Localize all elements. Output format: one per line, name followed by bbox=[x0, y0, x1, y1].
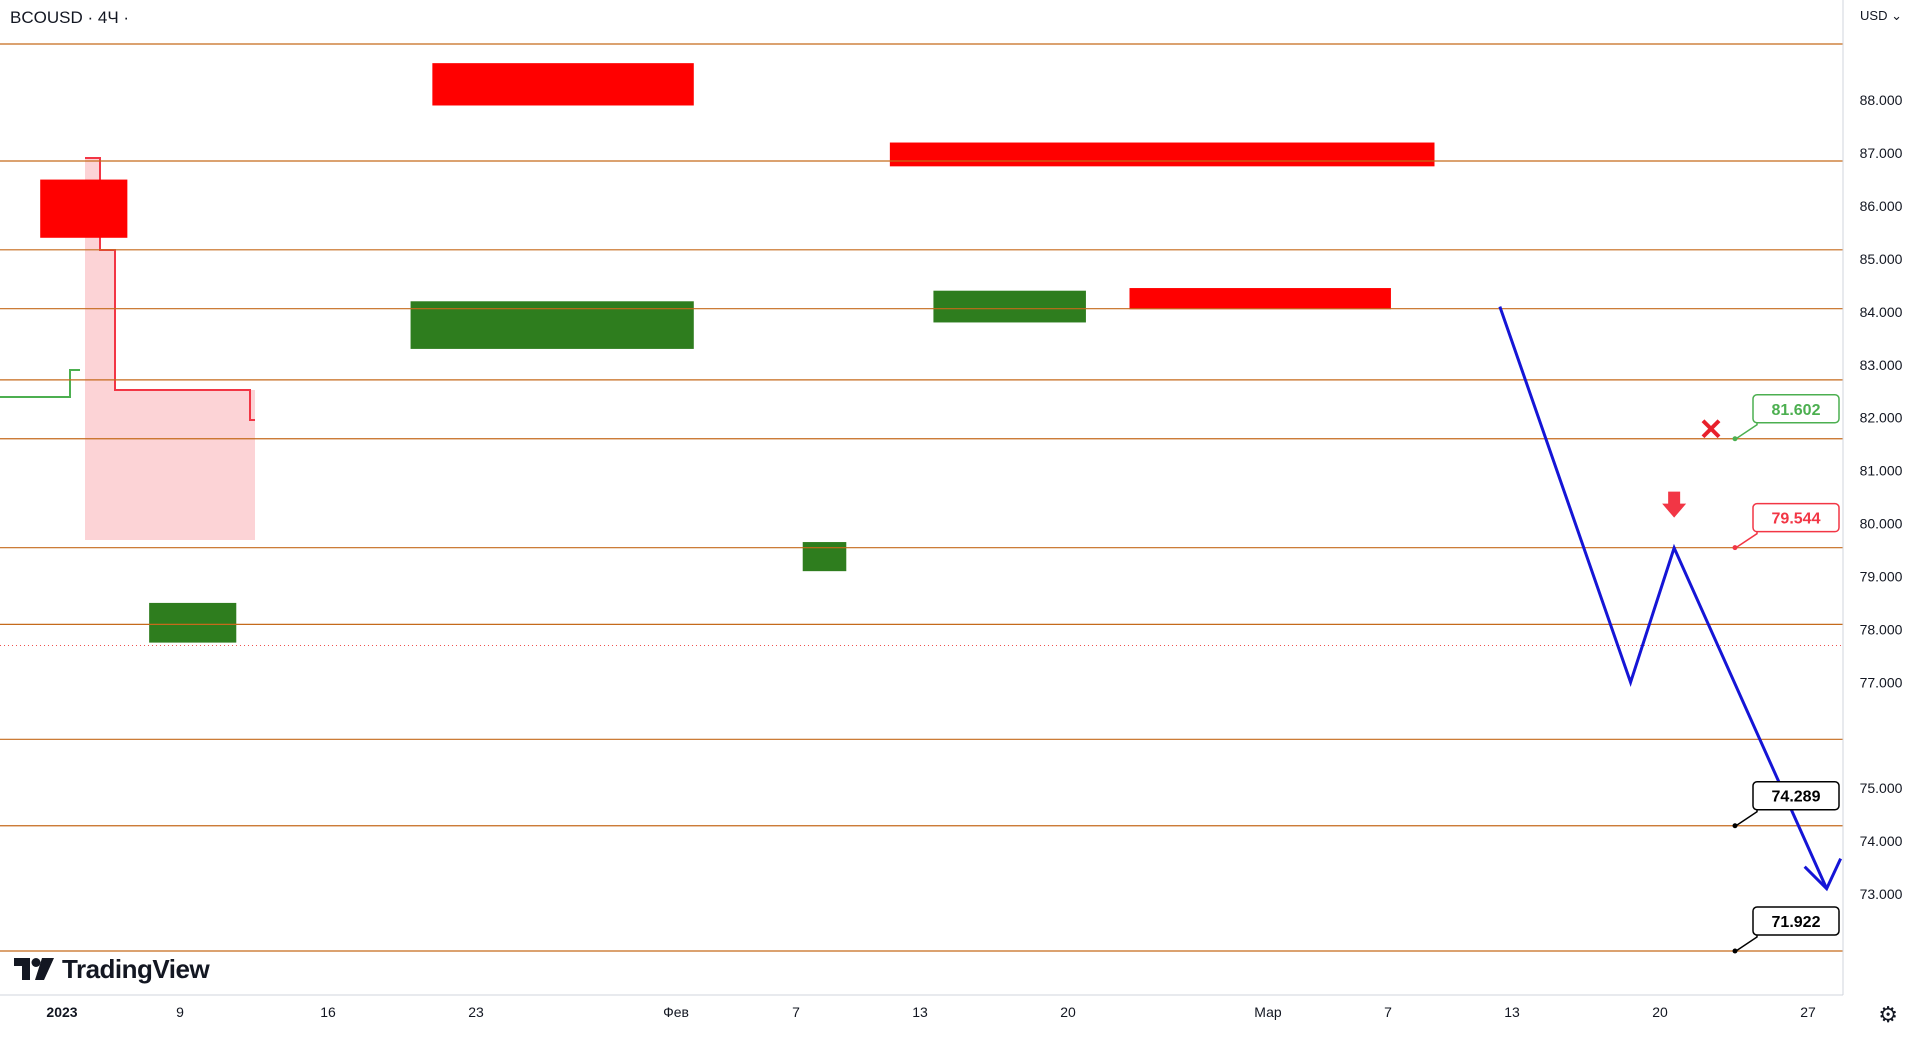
header-separator: · bbox=[87, 8, 98, 27]
supply-zone bbox=[1129, 288, 1391, 310]
demand-zone bbox=[933, 290, 1086, 323]
callout-anchor bbox=[1732, 823, 1738, 829]
interval-label[interactable]: 4Ч bbox=[97, 8, 119, 27]
time-axis-bg bbox=[0, 995, 1920, 1036]
callout-pointer bbox=[1735, 531, 1758, 549]
chart-header: BCOUSD · 4Ч · bbox=[10, 8, 129, 28]
callout-text: 79.544 bbox=[1772, 511, 1821, 528]
chevron-down-icon: ⌄ bbox=[1891, 8, 1902, 23]
time-tick-label: 13 bbox=[912, 1004, 928, 1020]
time-tick-label: 23 bbox=[468, 1004, 484, 1020]
callout-text: 71.922 bbox=[1772, 914, 1821, 931]
forecast-line[interactable] bbox=[1498, 306, 1829, 890]
price-tick-label: 79.000 bbox=[1860, 568, 1903, 584]
time-tick-label: 2023 bbox=[46, 1004, 77, 1020]
price-tick-label: 88.000 bbox=[1860, 92, 1903, 108]
callout-box bbox=[1752, 502, 1840, 533]
callout-pointer bbox=[1735, 809, 1758, 827]
supply-zone bbox=[40, 179, 128, 238]
price-tick-label: 85.000 bbox=[1860, 251, 1903, 267]
time-tick-label: 27 bbox=[1800, 1004, 1816, 1020]
symbol-label[interactable]: BCOUSD bbox=[10, 8, 83, 27]
callout-anchor bbox=[1732, 436, 1738, 442]
callout-box bbox=[1752, 394, 1840, 424]
header-separator: · bbox=[123, 8, 130, 27]
price-tick-label: 77.000 bbox=[1860, 674, 1903, 690]
trail-line-green bbox=[0, 369, 80, 398]
price-callout[interactable]: 71.922 bbox=[1732, 906, 1840, 954]
arrow-down-icon bbox=[1662, 491, 1687, 518]
price-tick-label: 87.000 bbox=[1860, 145, 1903, 161]
price-callout[interactable]: 81.602 bbox=[1701, 394, 1840, 442]
price-callout[interactable]: 74.289 bbox=[1732, 780, 1840, 829]
time-tick-label: 20 bbox=[1060, 1004, 1076, 1020]
price-callouts[interactable]: 81.602 79.544 74.289 71.922 bbox=[1662, 394, 1840, 954]
trail-band-red bbox=[85, 158, 255, 540]
price-tick-label: 83.000 bbox=[1860, 357, 1903, 373]
price-tick-label: 78.000 bbox=[1860, 621, 1903, 637]
trail-line-red bbox=[85, 157, 255, 421]
settings-gear-icon[interactable]: ⚙ bbox=[1878, 1002, 1898, 1027]
time-tick-label: 16 bbox=[320, 1004, 336, 1020]
tradingview-logo[interactable]: TradingView bbox=[14, 953, 210, 985]
time-tick-label: Фев bbox=[663, 1004, 689, 1020]
price-tick-label: 80.000 bbox=[1860, 516, 1903, 532]
callout-text: 81.602 bbox=[1772, 402, 1821, 419]
time-tick-label: 13 bbox=[1504, 1004, 1520, 1020]
forecast-path[interactable] bbox=[1498, 306, 1843, 892]
currency-label: USD bbox=[1860, 8, 1888, 23]
tradingview-logo-icon bbox=[14, 958, 54, 980]
forecast-arrowhead bbox=[1803, 858, 1843, 892]
trailing-stop-bands bbox=[0, 157, 255, 540]
callout-pointer bbox=[1735, 422, 1758, 440]
price-tick-label: 73.000 bbox=[1860, 886, 1903, 902]
price-tick-label: 82.000 bbox=[1860, 410, 1903, 426]
price-tick-label: 84.000 bbox=[1860, 304, 1903, 320]
price-callout[interactable]: 79.544 bbox=[1662, 491, 1840, 551]
supply-zone bbox=[889, 142, 1435, 167]
horizontal-levels[interactable]: 89.06286.85185.17384.06082.71581.60279.5… bbox=[0, 34, 1917, 961]
callout-text: 74.289 bbox=[1772, 789, 1821, 806]
time-tick-label: 7 bbox=[792, 1004, 800, 1020]
price-tick-label: 75.000 bbox=[1860, 780, 1903, 796]
supply-zone bbox=[432, 63, 694, 106]
currency-selector[interactable]: USD ⌄ bbox=[1860, 8, 1902, 24]
tradingview-logo-text: TradingView bbox=[62, 953, 210, 984]
price-axis-bg bbox=[1843, 0, 1920, 1036]
callout-pointer bbox=[1735, 935, 1758, 952]
callout-box bbox=[1752, 906, 1840, 936]
demand-zone bbox=[149, 602, 237, 643]
demand-zone bbox=[802, 542, 847, 572]
price-tick-label: 81.000 bbox=[1860, 463, 1903, 479]
time-tick-label: Мар bbox=[1254, 1004, 1282, 1020]
close-icon bbox=[1701, 419, 1721, 439]
callout-anchor bbox=[1732, 545, 1738, 551]
time-tick-label: 9 bbox=[176, 1004, 184, 1020]
time-tick-label: 20 bbox=[1652, 1004, 1668, 1020]
supply-demand-zones bbox=[40, 63, 1435, 643]
price-tick-label: 86.000 bbox=[1860, 198, 1903, 214]
time-tick-label: 7 bbox=[1384, 1004, 1392, 1020]
price-tick-label: 74.000 bbox=[1860, 833, 1903, 849]
callout-box bbox=[1752, 780, 1840, 811]
callout-anchor bbox=[1732, 948, 1738, 954]
